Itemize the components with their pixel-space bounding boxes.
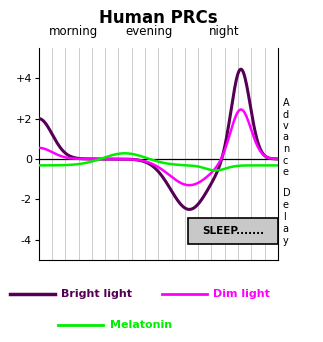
Text: e: e bbox=[283, 167, 289, 177]
Bar bbox=[188, 218, 278, 244]
Title: Human PRCs: Human PRCs bbox=[99, 9, 218, 27]
Text: Dim light: Dim light bbox=[213, 289, 270, 299]
Text: v: v bbox=[283, 121, 288, 131]
Text: a: a bbox=[283, 132, 289, 143]
Text: A: A bbox=[283, 97, 289, 108]
Text: Melatonin: Melatonin bbox=[110, 320, 172, 330]
Text: SLEEP.......: SLEEP....... bbox=[202, 226, 264, 236]
Text: D: D bbox=[283, 188, 290, 198]
Text: l: l bbox=[283, 212, 286, 222]
Text: Bright light: Bright light bbox=[61, 289, 132, 299]
Text: evening: evening bbox=[125, 25, 172, 38]
Text: y: y bbox=[283, 236, 288, 246]
Text: a: a bbox=[283, 224, 289, 234]
Text: night: night bbox=[209, 25, 239, 38]
Text: n: n bbox=[283, 144, 289, 154]
Text: c: c bbox=[283, 156, 288, 166]
Text: d: d bbox=[283, 109, 289, 120]
Text: morning: morning bbox=[49, 25, 98, 38]
Text: e: e bbox=[283, 200, 289, 210]
